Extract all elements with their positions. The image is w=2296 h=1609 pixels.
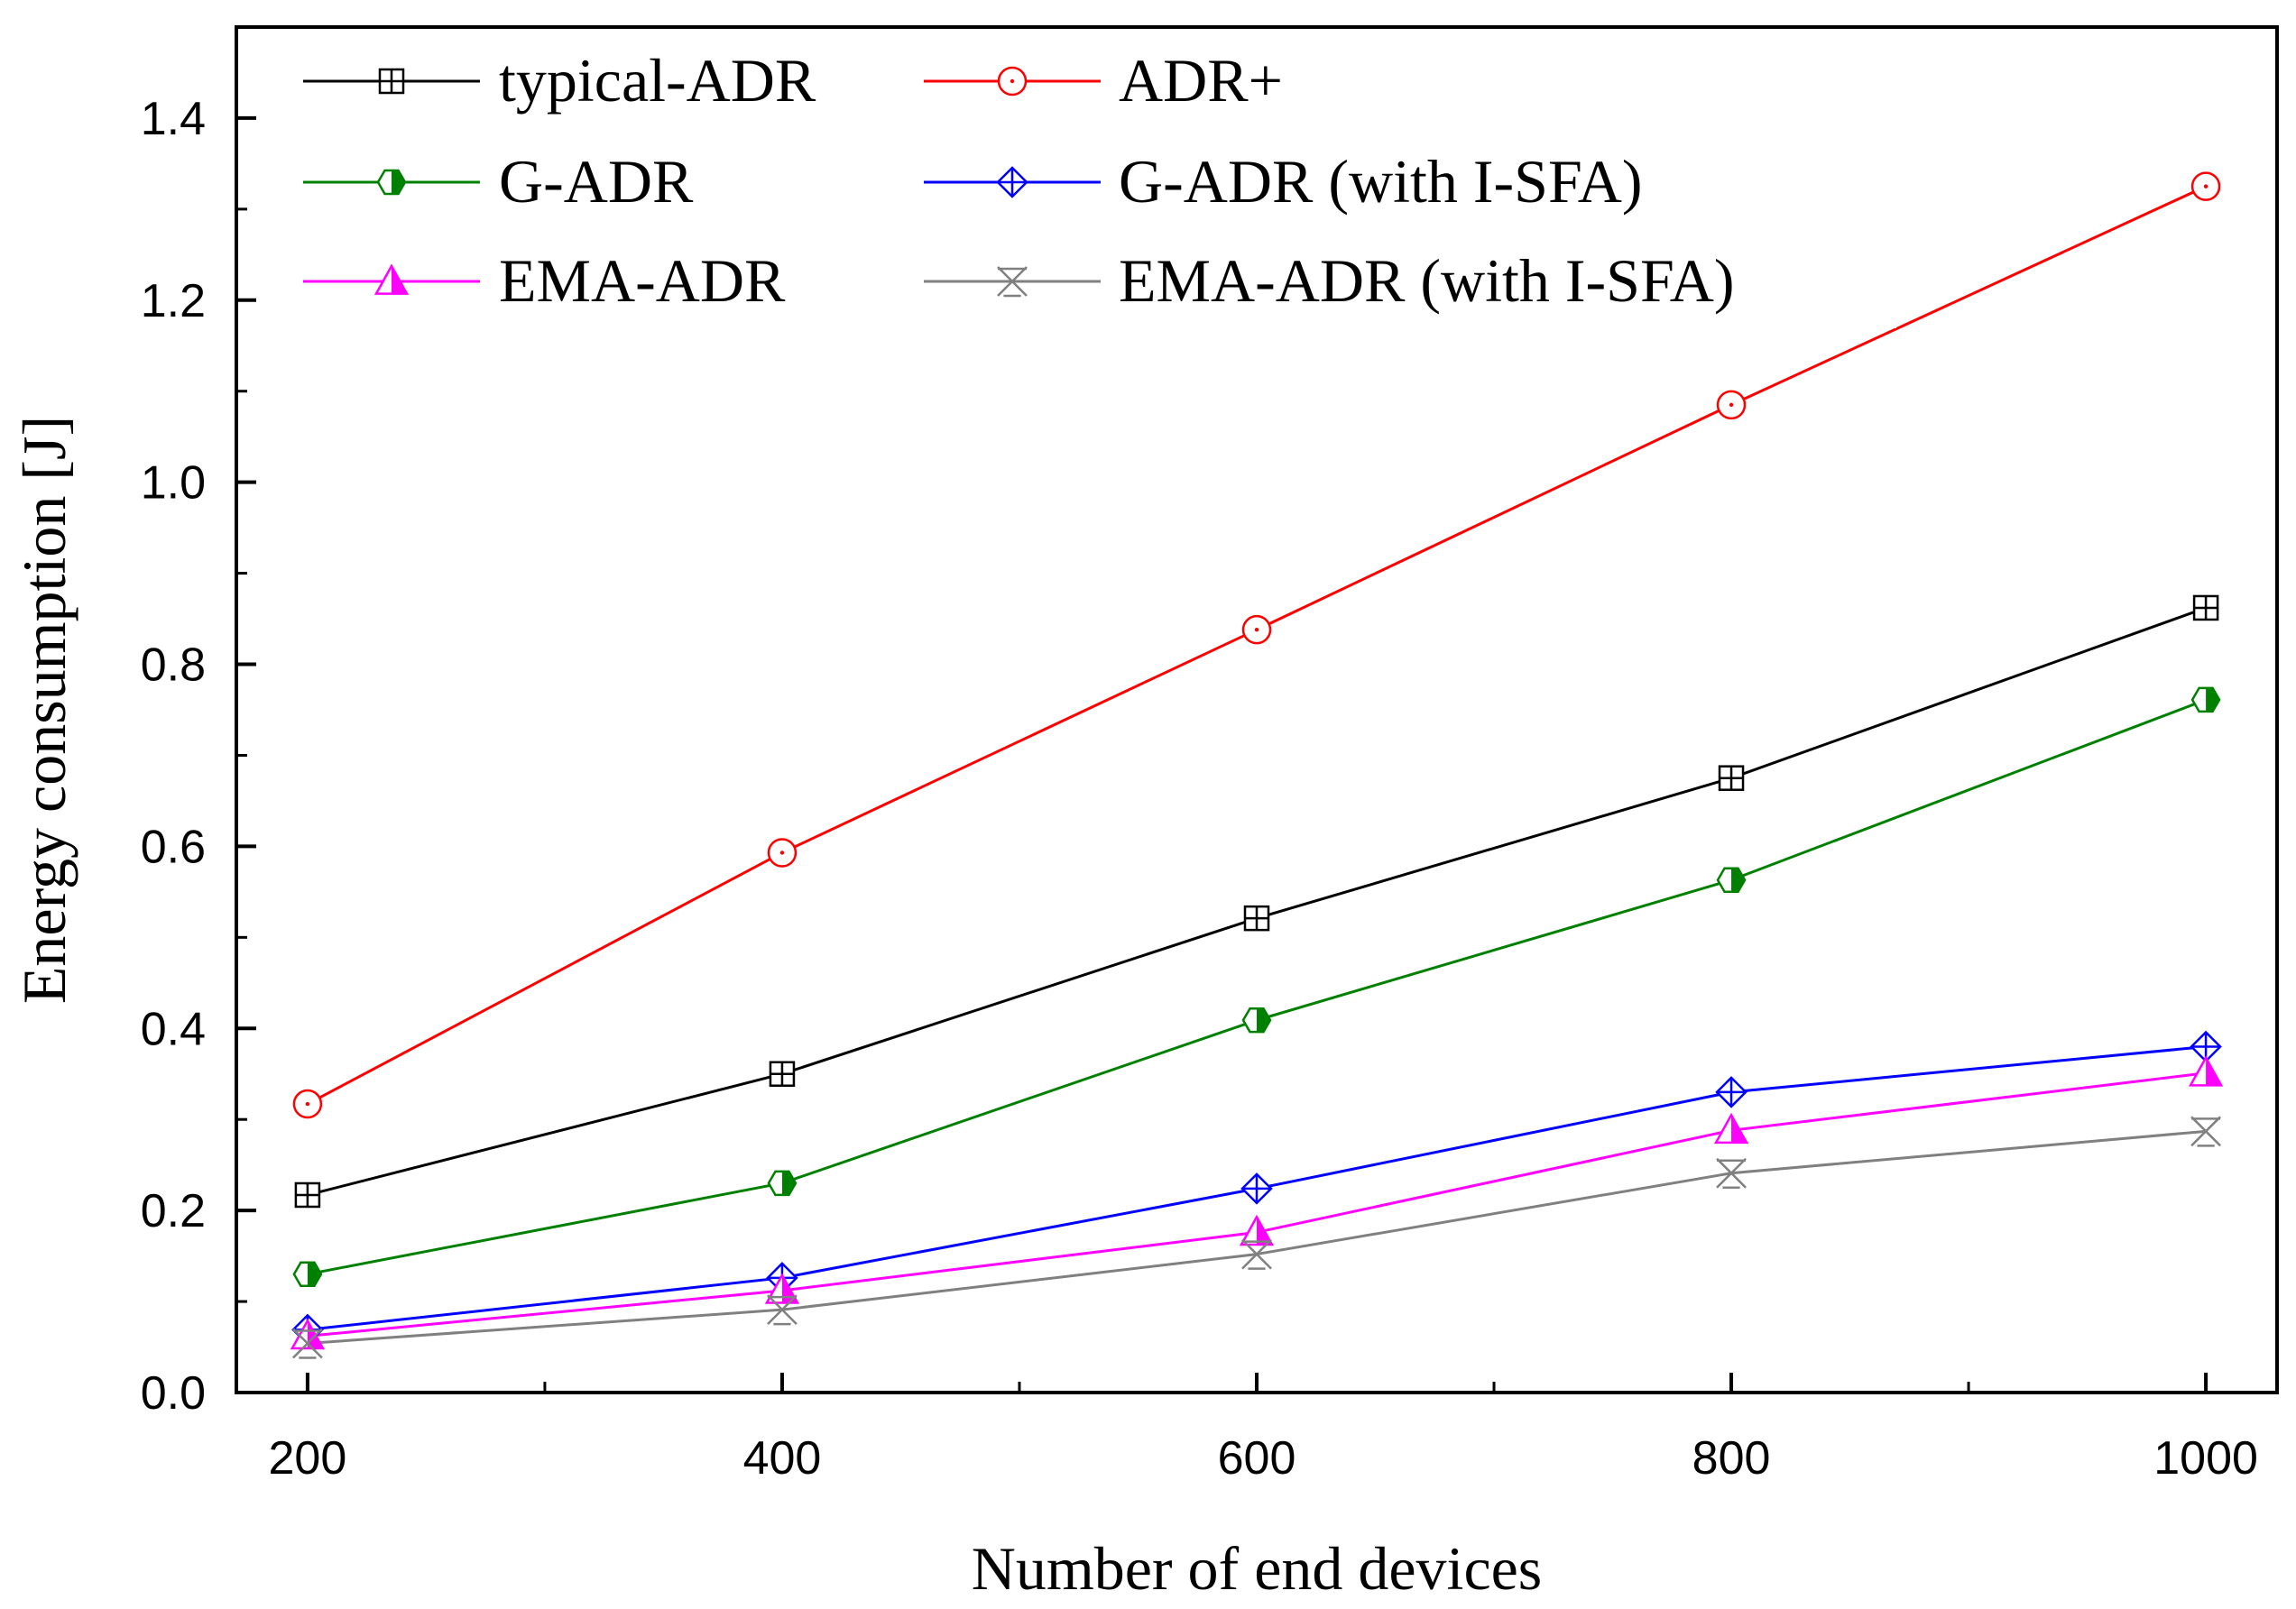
series-markers (290, 171, 2224, 1359)
x-tick-label: 600 (1218, 1432, 1296, 1485)
data-point-marker (294, 1181, 321, 1209)
y-tick-label: 1.0 (141, 457, 206, 510)
y-tick-label: 0.4 (141, 1003, 206, 1055)
legend-entry: EMA-ADR (with I-SFA) (924, 246, 1735, 315)
data-point-marker (769, 1061, 796, 1087)
legend-entry: G-ADR (with I-SFA) (924, 147, 1643, 216)
data-point-marker (2190, 171, 2221, 201)
series-lines (307, 185, 2207, 1345)
legend-label: ADR+ (1119, 46, 1283, 115)
x-tick-label: 1000 (2153, 1432, 2258, 1485)
data-point-marker (1240, 1172, 1273, 1205)
data-point-marker (1713, 1112, 1749, 1145)
data-point-marker (767, 1294, 798, 1326)
x-tick-label: 400 (743, 1432, 822, 1485)
legend: typical-ADR ADR+ G-ADR G-ADR (with I-SFA) EM… (281, 31, 1896, 328)
data-point-marker (2188, 1055, 2224, 1087)
data-point-marker (1241, 1007, 1272, 1034)
data-point-marker (1716, 390, 1747, 420)
legend-entry: EMA-ADR (303, 246, 786, 315)
data-point-marker (2192, 594, 2219, 621)
legend-marker (376, 169, 407, 196)
data-point-marker (767, 838, 798, 868)
y-tick-label: 0.0 (141, 1367, 206, 1420)
data-point-marker (292, 1089, 323, 1119)
data-point-marker (2190, 686, 2221, 713)
data-point-marker (767, 1170, 798, 1197)
legend-marker (997, 66, 1028, 97)
legend-entry: typical-ADR (303, 46, 816, 115)
x-axis-title: Number of end devices (972, 1534, 1543, 1603)
x-tick-label: 200 (269, 1432, 347, 1485)
data-point-marker (292, 1328, 323, 1359)
data-point-marker (1718, 765, 1745, 791)
y-tick-label: 0.6 (141, 821, 206, 873)
legend-entry: ADR+ (924, 46, 1283, 115)
y-tick-label: 1.4 (141, 93, 206, 145)
data-point-marker (1716, 867, 1747, 893)
legend-marker (996, 166, 1028, 198)
legend-label: EMA-ADR (with I-SFA) (1119, 246, 1735, 315)
data-point-marker (1715, 1076, 1747, 1108)
legend-label: EMA-ADR (499, 246, 786, 315)
y-tick-label: 0.8 (141, 639, 206, 692)
legend-marker (378, 68, 405, 95)
y-tick-label: 1.2 (141, 275, 206, 327)
axis-ticks: 200 400 600 800 1000 0.0 0.2 0.4 0.6 0.8 1.0 1.2 1.4 (141, 93, 2258, 1485)
x-tick-label: 800 (1692, 1432, 1771, 1485)
data-point-marker (1241, 1238, 1272, 1270)
legend-label: G-ADR (with I-SFA) (1119, 147, 1643, 216)
legend-marker (373, 263, 410, 295)
y-tick-label: 0.2 (141, 1185, 206, 1237)
data-point-marker (1241, 614, 1272, 645)
data-point-marker (292, 1261, 323, 1288)
y-axis-title: Energy consumption [J] (10, 416, 78, 1004)
legend-label: typical-ADR (499, 46, 816, 115)
data-point-marker (1239, 1214, 1275, 1246)
data-point-marker (2190, 1116, 2221, 1147)
data-point-marker (1243, 905, 1270, 932)
legend-label: G-ADR (499, 147, 694, 216)
legend-entry: G-ADR (303, 147, 694, 216)
data-point-marker (1716, 1157, 1747, 1189)
legend-marker (997, 266, 1028, 298)
